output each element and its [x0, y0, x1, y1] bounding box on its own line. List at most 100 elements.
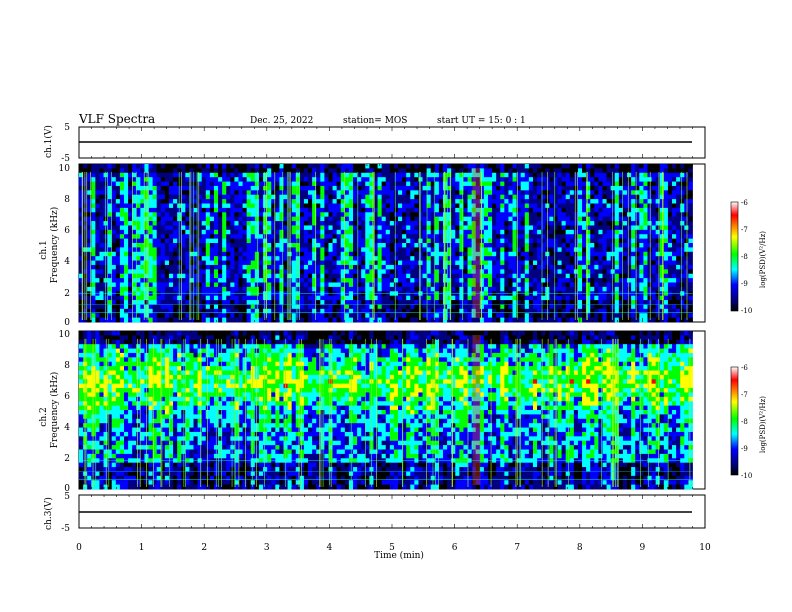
spectrogram-cell — [299, 282, 305, 288]
spectrogram-cell — [140, 216, 145, 222]
spectrogram-cell — [136, 203, 141, 209]
spectrogram-cell — [516, 300, 522, 305]
spectrogram-cell — [136, 260, 141, 266]
spectrogram-cell — [586, 300, 591, 305]
spectrogram-cell — [340, 243, 346, 248]
spectrogram-cell — [635, 264, 640, 270]
spectrogram-cell — [618, 164, 624, 169]
spectrogram-cell — [365, 317, 370, 323]
spectrogram-cell — [213, 251, 219, 257]
spectrogram-cell — [164, 247, 170, 253]
spectrogram-cell — [561, 221, 567, 226]
spectrogram-cell — [418, 168, 423, 174]
spectrogram-cell — [144, 194, 149, 200]
spectrogram-cell — [455, 177, 460, 182]
spectrogram-cell — [451, 185, 456, 191]
spectrogram-cell — [295, 199, 301, 204]
spectrogram-cell — [614, 300, 620, 305]
spectrogram-cell — [410, 190, 415, 196]
spectrogram-cell — [83, 190, 88, 196]
spectrogram-cell — [438, 260, 444, 266]
spectrogram-cell — [549, 181, 554, 187]
spectrogram-cell — [181, 238, 186, 244]
spectrogram-cell — [91, 260, 96, 266]
spectrogram-cell — [209, 164, 215, 169]
spectrogram-cell — [528, 286, 534, 292]
spectrogram-cell — [267, 212, 272, 218]
spectrogram-cell — [164, 282, 170, 288]
spectrogram-cell — [226, 225, 231, 231]
spectrogram-cell — [185, 282, 190, 288]
spectrogram-cell — [537, 225, 542, 231]
spectrogram-cell — [532, 273, 538, 279]
spectrogram-cell — [303, 238, 309, 244]
spectrogram-cell — [451, 238, 456, 244]
spectrogram-cell — [213, 181, 219, 187]
spectrogram-cell — [565, 190, 571, 196]
spectrogram-cell — [340, 260, 346, 266]
spectrogram-cell — [291, 286, 297, 292]
spectrogram-cell — [107, 194, 113, 200]
spectrogram-cell — [111, 203, 117, 209]
spectrogram-cell — [377, 264, 383, 270]
spectrogram-cell — [275, 278, 280, 283]
spectrogram-cell — [430, 229, 436, 235]
spectrogram-cell — [398, 317, 403, 323]
spectrogram-cell — [348, 168, 354, 174]
spectrogram-cell — [91, 304, 96, 310]
spectrogram-cell — [463, 251, 468, 257]
spectrogram-cell — [287, 164, 293, 169]
spectrogram-cell — [385, 181, 391, 187]
spectrogram-cell — [348, 278, 354, 283]
spectrogram-cell — [373, 278, 378, 283]
spectrogram-cell — [614, 295, 620, 301]
spectrogram-cell — [508, 251, 513, 257]
spectrogram-cell — [602, 278, 607, 283]
spectrogram-cell — [287, 282, 293, 288]
spectrogram-cell — [209, 269, 215, 275]
spectrogram-cell — [140, 308, 145, 314]
spectrogram-cell — [586, 177, 591, 182]
spectrogram-cell — [328, 177, 333, 182]
spectrogram-cell — [316, 194, 321, 200]
spectrogram-cell — [336, 177, 342, 182]
spectrogram-cell — [516, 225, 522, 231]
spectrogram-cell — [303, 212, 309, 218]
spectrogram-cell — [123, 177, 129, 182]
spectrogram-cell — [271, 317, 276, 323]
spectrogram-cell — [332, 282, 338, 288]
spectrogram-cell — [434, 256, 440, 261]
spectrogram-cell — [328, 190, 333, 196]
spectrogram-cell — [328, 185, 333, 191]
spectrogram-cell — [275, 203, 280, 209]
spectrogram-cell — [173, 168, 178, 174]
spectrogram-cell — [271, 243, 276, 248]
spectrogram-cell — [107, 260, 113, 266]
spectrogram-cell — [152, 164, 158, 169]
spectrogram-cell — [320, 216, 325, 222]
spectrogram-cell — [586, 207, 591, 213]
spectrogram-cell — [520, 243, 526, 248]
spectrogram-cell — [406, 282, 411, 288]
spectrogram-cell — [381, 238, 387, 244]
spectrogram-cell — [496, 256, 501, 261]
spectrogram-cell — [385, 273, 391, 279]
spectrogram-cell — [565, 164, 571, 169]
spectrogram-cell — [156, 300, 162, 305]
spectrogram-cell — [168, 317, 174, 323]
spectrogram-cell — [79, 194, 84, 200]
spectrogram-cell — [201, 304, 207, 310]
spectrogram-cell — [369, 247, 374, 253]
spectrogram-cell — [324, 300, 329, 305]
spectrogram-cell — [406, 308, 411, 314]
spectrogram-cell — [168, 172, 174, 178]
spectrogram-cell — [312, 317, 317, 323]
spectrogram-cell — [365, 221, 370, 226]
spectrogram-cell — [528, 269, 534, 275]
spectrogram-cell — [631, 234, 636, 240]
spectrogram-cell — [463, 199, 468, 204]
spectrogram-cell — [181, 286, 186, 292]
spectrogram-cell — [553, 273, 558, 279]
spectrogram-cell — [459, 264, 464, 270]
spectrogram-cell — [148, 207, 154, 213]
